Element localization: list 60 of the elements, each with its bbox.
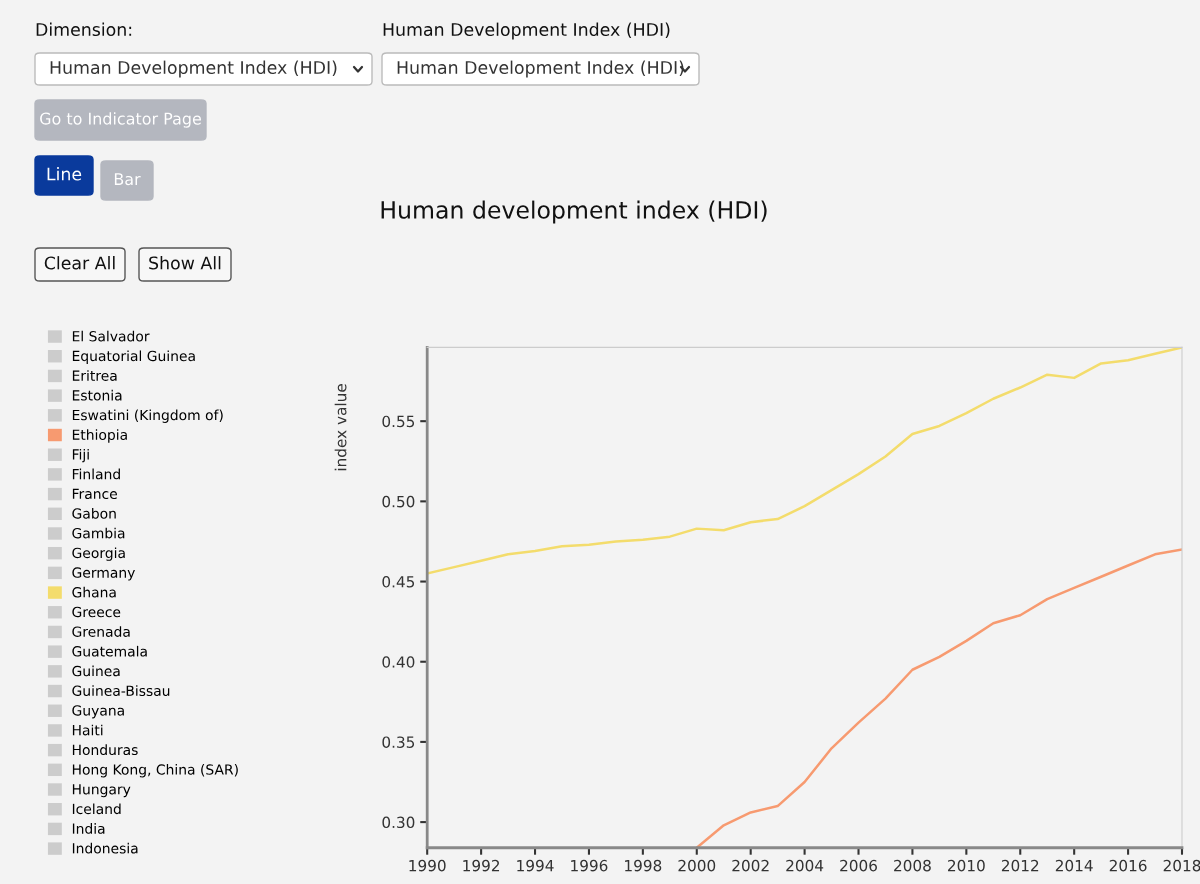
legend-label: Hong Kong, China (SAR): [72, 764, 238, 778]
legend-label: Hungary: [72, 784, 131, 798]
x-tick-label: 2004: [786, 859, 824, 872]
x-tick-label: 2008: [894, 859, 931, 872]
x-tick-label: 1998: [625, 859, 662, 872]
text: Line: [47, 167, 82, 181]
legend-label: Fiji: [72, 448, 89, 463]
legend-label: Honduras: [72, 744, 138, 756]
x-tick-label: 2010: [948, 859, 985, 872]
legend-label: Equatorial Guinea: [72, 350, 195, 364]
line-series: [695, 548, 1182, 848]
y-tick-label: 0.30: [382, 816, 415, 829]
legend-label: Georgia: [72, 547, 125, 561]
legend-label: India: [72, 823, 105, 834]
legend-label: El Salvador: [72, 330, 150, 342]
legend-label: Finland: [72, 468, 120, 480]
x-tick-label: 1990: [409, 859, 446, 872]
x-tick-label: 2016: [1109, 859, 1147, 872]
legend-label: Ethiopia: [72, 429, 127, 443]
legend-label: Haiti: [72, 724, 103, 736]
y-tick-label: 0.45: [382, 576, 415, 588]
legend-label: Estonia: [72, 389, 122, 401]
x-tick-label: 2002: [732, 859, 769, 872]
legend-label: Guinea: [72, 665, 120, 677]
text: Dimension:: [36, 22, 132, 37]
y-axis-title: index value: [334, 384, 347, 471]
legend-label: Ghana: [72, 586, 116, 598]
legend-label: Eritrea: [72, 370, 117, 381]
text: Human Development Index (HDI): [397, 60, 684, 78]
text: Go to Indicator Page: [40, 112, 201, 128]
x-tick-label: 2000: [678, 859, 716, 872]
x-tick-label: 1992: [463, 859, 500, 872]
chart-title: Human development index (HDI): [381, 200, 767, 224]
legend-label: Indonesia: [72, 842, 138, 854]
legend-label: Gabon: [72, 508, 116, 519]
x-tick-label: 1994: [517, 859, 554, 872]
y-tick-label: 0.50: [382, 495, 415, 508]
legend-label: Guatemala: [72, 645, 147, 657]
x-tick-label: 2012: [1001, 859, 1039, 872]
legend-label: Guyana: [72, 705, 124, 719]
legend-label: Germany: [72, 567, 135, 581]
y-tick-label: 0.35: [382, 736, 415, 748]
text: Human Development Index (HDI): [50, 60, 337, 78]
x-tick-label: 2006: [840, 859, 877, 872]
text: Clear All: [44, 256, 115, 270]
x-tick-label: 2018: [1163, 859, 1200, 872]
legend-label: Gambia: [72, 527, 125, 539]
text: Show All: [149, 256, 221, 270]
text: Human Development Index (HDI): [383, 22, 670, 40]
legend-label: Greece: [72, 606, 121, 618]
legend-label: Iceland: [72, 803, 121, 815]
x-tick-label: 1996: [571, 859, 608, 872]
legend-label: Grenada: [72, 626, 130, 637]
y-tick-label: 0.40: [382, 656, 415, 668]
text: Bar: [114, 173, 141, 186]
x-tick-label: 2014: [1055, 859, 1093, 872]
legend-label: Guinea-Bissau: [72, 685, 170, 696]
legend-label: Eswatini (Kingdom of): [72, 409, 223, 423]
y-tick-label: 0.55: [382, 415, 415, 428]
legend-label: France: [72, 488, 117, 500]
